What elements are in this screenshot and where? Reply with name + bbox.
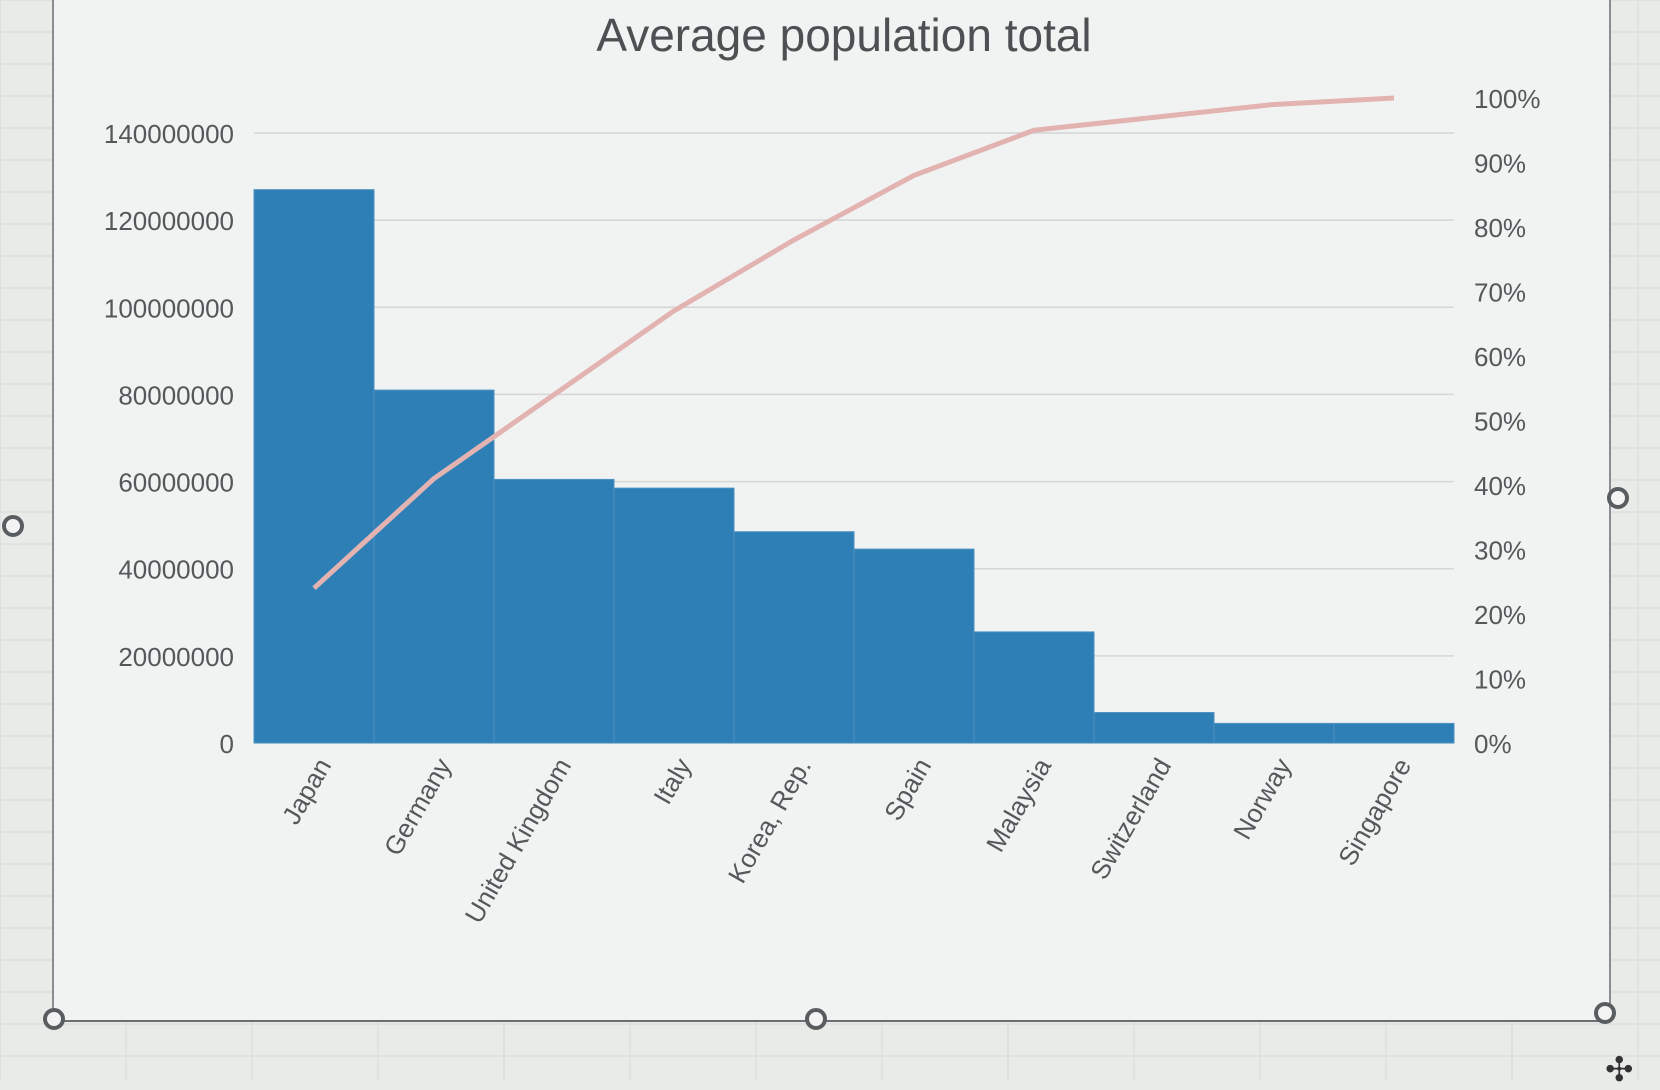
x-axis-tick-label: Japan: [276, 753, 337, 829]
chart-title: Average population total: [54, 8, 1634, 62]
bar: [254, 190, 374, 743]
y2-axis-tick-label: 20%: [1474, 600, 1526, 630]
y-axis-tick-label: 80000000: [118, 380, 234, 410]
y-axis-tick-label: 120000000: [104, 206, 234, 236]
move-cursor-icon: ✣: [1605, 1050, 1634, 1090]
bar: [734, 532, 854, 743]
y2-axis-tick-label: 10%: [1474, 665, 1526, 695]
y-axis-tick-label: 140000000: [104, 119, 234, 149]
y-axis-tick-label: 100000000: [104, 293, 234, 323]
y2-axis-tick-label: 30%: [1474, 536, 1526, 566]
x-axis-tick-label: Malaysia: [980, 753, 1058, 857]
x-axis-tick-label: Germany: [378, 753, 457, 861]
x-axis-tick-label: Singapore: [1332, 753, 1417, 871]
y2-axis-tick-label: 100%: [1474, 84, 1541, 114]
x-axis-tick-label: Switzerland: [1084, 753, 1177, 884]
bar: [1334, 723, 1454, 743]
bar: [494, 479, 614, 743]
resize-handle-bottom[interactable]: [805, 1008, 827, 1030]
x-axis-tick-label: United Kingdom: [459, 753, 577, 928]
bar: [854, 549, 974, 743]
x-axis-tick-label: Norway: [1227, 753, 1297, 844]
y-axis-tick-label: 0: [220, 729, 234, 759]
resize-handle-bottom-right[interactable]: [1594, 1002, 1616, 1024]
resize-handle-bottom-left[interactable]: [43, 1008, 65, 1030]
bar: [614, 488, 734, 743]
resize-handle-left[interactable]: [2, 515, 24, 537]
resize-handle-right[interactable]: [1607, 487, 1629, 509]
bar: [374, 390, 494, 743]
y2-axis-tick-label: 80%: [1474, 213, 1526, 243]
x-axis-tick-label: Korea, Rep.: [722, 753, 817, 888]
bar: [1214, 723, 1334, 743]
pareto-chart: 0 20000000 40000000 60000000 80000000 1000000…: [54, 0, 1609, 1020]
x-axis-tick-label: Spain: [878, 753, 937, 826]
y2-axis-tick-label: 50%: [1474, 407, 1526, 437]
y2-axis-tick-label: 40%: [1474, 471, 1526, 501]
y-axis-tick-label: 60000000: [118, 468, 234, 498]
bar: [1094, 713, 1214, 744]
x-axis-tick-label: Italy: [647, 753, 697, 809]
y-axis-tick-label: 20000000: [118, 642, 234, 672]
bar: [974, 632, 1094, 743]
y2-axis-tick-label: 60%: [1474, 342, 1526, 372]
y2-axis-tick-label: 90%: [1474, 149, 1526, 179]
y-axis-tick-label: 40000000: [118, 555, 234, 585]
y2-axis-tick-label: 70%: [1474, 278, 1526, 308]
y2-axis-tick-label: 0%: [1474, 729, 1512, 759]
